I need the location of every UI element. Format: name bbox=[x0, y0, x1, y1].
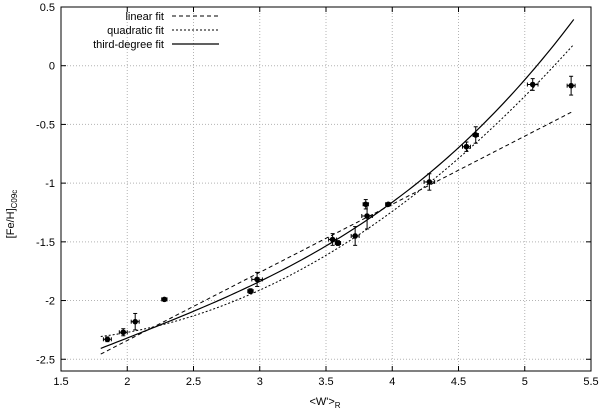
data-point bbox=[362, 199, 369, 210]
point-marker bbox=[352, 233, 358, 239]
y-tick-label: -1 bbox=[45, 178, 55, 190]
y-tick-label: 0 bbox=[49, 61, 55, 73]
x-tick-label: 1.5 bbox=[53, 376, 68, 388]
data-point bbox=[118, 328, 128, 337]
third-degree-fit-curve bbox=[100, 19, 575, 349]
point-marker bbox=[385, 201, 392, 208]
point-marker bbox=[529, 81, 536, 88]
x-tick-label: 2.5 bbox=[186, 376, 201, 388]
y-tick-label: -2 bbox=[45, 296, 55, 308]
linear-fit-curve bbox=[100, 110, 574, 355]
data-point bbox=[526, 78, 539, 91]
data-point bbox=[350, 226, 360, 246]
x-tick-label: 4 bbox=[389, 376, 395, 388]
point-marker bbox=[362, 201, 369, 208]
x-axis-label-main: <W'> bbox=[309, 396, 334, 408]
point-marker bbox=[568, 82, 574, 89]
point-marker bbox=[472, 132, 479, 138]
x-tick-label: 5 bbox=[522, 376, 528, 388]
data-point bbox=[472, 126, 479, 144]
data-point bbox=[566, 75, 576, 96]
point-marker bbox=[463, 143, 470, 150]
point-marker bbox=[329, 236, 336, 243]
y-axis-label-sub: C09c bbox=[10, 190, 19, 209]
y-tick-label: 0.5 bbox=[40, 2, 55, 14]
x-tick-label: 3 bbox=[257, 376, 263, 388]
point-marker bbox=[247, 288, 254, 294]
y-tick-label: -2.5 bbox=[36, 354, 55, 366]
x-tick-label: 5.5 bbox=[583, 376, 598, 388]
legend-label-quadratic: quadratic fit bbox=[107, 25, 164, 37]
data-point bbox=[361, 202, 373, 230]
point-marker bbox=[120, 329, 127, 336]
data-point bbox=[251, 271, 263, 287]
point-marker bbox=[104, 336, 111, 343]
grid-lines bbox=[61, 6, 591, 371]
point-marker bbox=[161, 296, 168, 303]
axis-ticks: 1.5 2 2.5 3 3.5 4 4.5 5 5.5 -2.5 -2 -1.5 -1 -0.5 0 0.5 bbox=[36, 2, 599, 388]
legend-label-linear: linear fit bbox=[125, 11, 164, 23]
point-marker bbox=[132, 318, 138, 325]
legend: linear fit quadratic fit third-degree fi… bbox=[93, 11, 219, 51]
y-axis-label-main: [Fe/H] bbox=[5, 208, 17, 238]
point-marker bbox=[254, 276, 260, 283]
x-tick-label: 2 bbox=[124, 376, 130, 388]
data-point bbox=[247, 288, 254, 295]
legend-label-third-degree: third-degree fit bbox=[93, 39, 164, 51]
y-axis-label: [Fe/H]C09c bbox=[5, 190, 19, 239]
y-tick-label: -0.5 bbox=[36, 119, 55, 131]
point-marker bbox=[364, 213, 370, 219]
data-point bbox=[130, 312, 140, 331]
x-axis-label: <W'>R bbox=[309, 396, 340, 409]
x-axis-label-sub: R bbox=[335, 401, 341, 409]
x-tick-label: 4.5 bbox=[451, 376, 466, 388]
data-point bbox=[102, 336, 112, 343]
point-marker bbox=[426, 179, 433, 185]
data-point bbox=[161, 296, 168, 303]
data-point bbox=[423, 173, 436, 191]
point-marker bbox=[335, 240, 341, 246]
data-point bbox=[328, 233, 338, 246]
data-points bbox=[102, 75, 576, 343]
data-point bbox=[385, 201, 392, 208]
data-point bbox=[334, 240, 342, 246]
fit-curves bbox=[100, 19, 575, 355]
quadratic-fit-curve bbox=[100, 44, 575, 337]
y-tick-label: -1.5 bbox=[36, 237, 55, 249]
x-tick-label: 3.5 bbox=[318, 376, 333, 388]
data-point bbox=[461, 141, 471, 152]
